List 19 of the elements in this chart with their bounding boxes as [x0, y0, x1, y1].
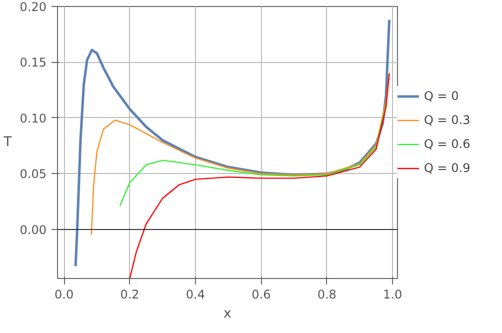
x-axis-title: x [224, 306, 232, 322]
line-series [129, 72, 390, 278]
y-tick-label: 0.20 [20, 0, 46, 14]
y-axis-title: T [2, 135, 13, 150]
legend-label: Q = 0.6 [424, 137, 470, 151]
legend-label: Q = 0.3 [424, 113, 470, 127]
line-series [119, 104, 387, 207]
x-tick-label: 0.0 [54, 288, 74, 302]
y-tick-label: 0.00 [20, 222, 46, 237]
y-tick-label: 0.05 [20, 167, 46, 182]
y-tick-label: 0.15 [20, 56, 46, 70]
x-tick-label: 0.8 [317, 288, 336, 302]
x-tick-label: 0.4 [186, 288, 206, 302]
x-tick-label: 1.0 [383, 288, 402, 302]
y-tick-label: 0.10 [20, 111, 46, 126]
legend-label: Q = 0 [424, 89, 459, 103]
x-tick-label: 0.6 [252, 288, 271, 302]
legend-label: Q = 0.9 [424, 161, 470, 175]
x-tick-label: 0.2 [120, 288, 140, 302]
